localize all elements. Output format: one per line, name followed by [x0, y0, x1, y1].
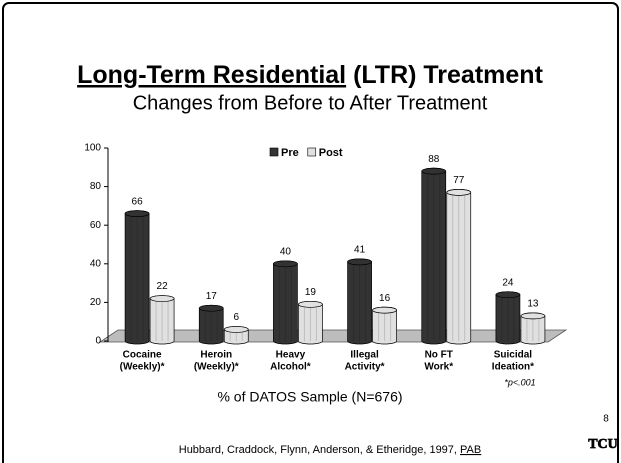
- y-tick-label: 60: [90, 220, 102, 231]
- x-tick-label: Ideation*: [492, 362, 534, 373]
- x-tick-label: (Weekly)*: [194, 362, 239, 373]
- x-tick-label: Work*: [424, 362, 453, 373]
- bar-top: [124, 210, 150, 217]
- citation-text: Hubbard, Craddock, Flynn, Anderson, & Et…: [179, 444, 460, 456]
- legend-swatch: [307, 147, 317, 157]
- title-underlined: Long-Term Residential: [77, 61, 346, 89]
- subtitle: Changes from Before to After Treatment: [133, 92, 488, 114]
- bar-top: [446, 189, 472, 196]
- bar-top: [149, 295, 175, 302]
- legend-label: Pre: [281, 147, 299, 159]
- value-label: 24: [502, 277, 514, 288]
- bar-top: [223, 326, 249, 333]
- value-label: 16: [379, 293, 391, 304]
- value-label: 13: [527, 299, 539, 310]
- page-number: 8: [603, 414, 609, 425]
- x-tick-label: Illegal: [350, 350, 379, 361]
- footnote: *p<.001: [504, 377, 535, 387]
- title-rest: (LTR) Treatment: [346, 61, 543, 89]
- x-tick-label: No FT: [425, 350, 453, 361]
- legend-swatch: [269, 147, 279, 157]
- value-label: 88: [428, 154, 440, 165]
- bar-top: [520, 312, 546, 320]
- x-tick-label: Heroin: [200, 350, 232, 361]
- x-tick-label: Activity*: [345, 362, 385, 373]
- logo: TCU: [588, 437, 618, 452]
- value-label: 40: [280, 246, 292, 257]
- x-axis-label: % of DATOS Sample (N=676): [217, 389, 402, 405]
- value-label: 22: [157, 281, 169, 292]
- x-tick-label: Alcohol*: [270, 362, 311, 373]
- bar-top: [421, 167, 447, 175]
- value-label: 66: [132, 196, 144, 207]
- value-label: 17: [206, 291, 218, 302]
- x-tick-label: Suicidal: [494, 350, 533, 361]
- x-tick-label: (Weekly)*: [120, 362, 165, 373]
- x-tick-label: Heavy: [276, 350, 306, 361]
- bar-top: [347, 258, 372, 266]
- y-tick-label: 100: [84, 143, 101, 154]
- citation: Hubbard, Craddock, Flynn, Anderson, & Et…: [179, 444, 481, 456]
- chart-title: Long-Term Residential (LTR) Treatment: [77, 61, 543, 89]
- value-label: 6: [233, 312, 239, 323]
- value-label: 41: [354, 245, 366, 256]
- y-tick-label: 80: [90, 181, 102, 192]
- y-tick-label: 20: [90, 297, 102, 308]
- citation-link: PAB: [460, 444, 481, 456]
- bar-top: [495, 291, 521, 299]
- bar-top: [372, 306, 397, 314]
- value-label: 77: [453, 175, 465, 186]
- bar-top: [298, 300, 323, 308]
- bar-top: [198, 304, 224, 312]
- x-tick-label: Cocaine: [123, 350, 162, 361]
- bar-top: [273, 260, 298, 268]
- y-tick-label: 40: [90, 258, 102, 269]
- value-label: 19: [305, 287, 317, 298]
- legend-label: Post: [319, 147, 343, 159]
- y-tick-label: 0: [95, 336, 101, 347]
